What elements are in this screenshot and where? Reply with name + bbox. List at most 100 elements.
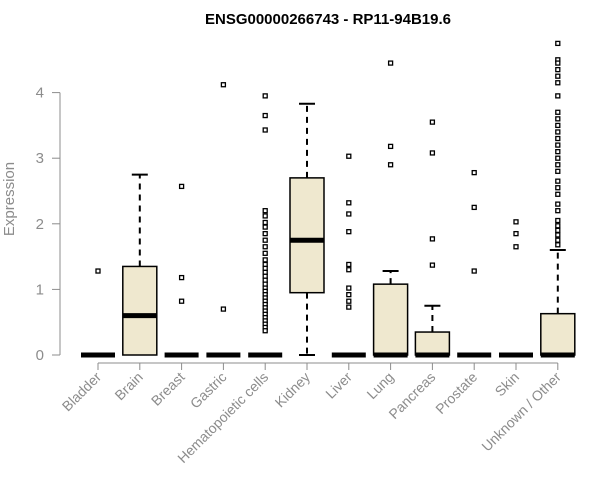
outlier-point <box>555 201 561 207</box>
box-group <box>248 93 283 358</box>
y-tick-label: 3 <box>36 150 44 167</box>
outlier-point <box>262 219 268 226</box>
outlier-point <box>555 227 561 234</box>
outlier-point <box>555 60 561 66</box>
box-group <box>414 119 451 358</box>
x-tick-label: Liver <box>322 369 355 402</box>
outlier-point <box>262 208 268 214</box>
box-iqr <box>122 265 158 356</box>
outlier-point <box>346 267 352 273</box>
outlier-point <box>262 127 268 133</box>
outlier-point <box>346 229 352 235</box>
plot-area <box>81 40 576 358</box>
outlier-point <box>346 153 352 159</box>
x-tick-label: Prostate <box>432 369 480 417</box>
outlier-point <box>555 122 561 129</box>
outlier-point <box>555 242 561 248</box>
box-group <box>122 173 158 356</box>
y-tick-label: 4 <box>36 85 44 102</box>
outlier-point <box>262 213 268 219</box>
y-axis: 0 1 2 3 4 <box>36 85 61 364</box>
outlier-point <box>429 262 436 268</box>
outlier-point <box>555 135 561 142</box>
outlier-point <box>346 211 352 217</box>
outlier-point <box>262 244 268 250</box>
y-tick-label: 1 <box>36 281 44 298</box>
outlier-point <box>178 298 185 304</box>
outlier-point <box>555 155 561 161</box>
outlier-point <box>555 80 561 86</box>
box-group <box>289 102 325 356</box>
outlier-point <box>178 183 185 190</box>
x-tick-label: Unknown / Other <box>478 369 564 455</box>
x-tick-label: Breast <box>148 369 188 409</box>
outlier-point <box>346 291 352 298</box>
outlier-point <box>555 73 561 79</box>
outlier-point <box>387 143 394 150</box>
outlier-point <box>513 219 519 225</box>
outlier-point <box>555 109 561 115</box>
outlier-point <box>220 306 227 312</box>
outlier-point <box>346 200 352 206</box>
outlier-point <box>555 168 561 174</box>
outlier-point <box>555 185 561 191</box>
outlier-point <box>262 230 268 237</box>
outlier-point <box>513 230 519 237</box>
outlier-point <box>555 116 561 122</box>
box-iqr <box>372 283 409 356</box>
outlier-point <box>471 169 477 176</box>
outlier-point <box>262 93 268 99</box>
outlier-point <box>220 82 227 88</box>
outlier-point <box>513 244 519 250</box>
outlier-point <box>387 162 394 168</box>
outlier-point <box>555 93 561 99</box>
box-iqr <box>289 177 325 294</box>
box-group <box>499 219 533 358</box>
outlier-point <box>555 40 561 47</box>
outlier-point <box>555 129 561 135</box>
outlier-point <box>262 257 268 263</box>
outlier-point <box>429 236 436 242</box>
outlier-point <box>555 217 561 224</box>
y-tick-label: 2 <box>36 216 44 233</box>
box-group <box>81 268 115 358</box>
x-tick-label: Kidney <box>272 369 314 411</box>
outlier-point <box>555 142 561 148</box>
outlier-point <box>555 208 561 214</box>
outlier-point <box>429 150 436 156</box>
box-iqr <box>540 312 576 356</box>
outlier-point <box>262 237 268 243</box>
outlier-point <box>555 237 561 243</box>
outlier-point <box>429 119 436 125</box>
outlier-point <box>555 178 561 184</box>
outlier-point <box>555 232 561 238</box>
outlier-point <box>346 261 352 268</box>
outlier-point <box>555 223 561 229</box>
outlier-point <box>346 285 352 291</box>
outlier-point <box>471 268 477 274</box>
outlier-point <box>178 274 185 281</box>
chart-title: ENSG00000266743 - RP11-94B19.6 <box>205 11 451 28</box>
x-tick-label: Lung <box>363 369 396 402</box>
box-group <box>331 153 366 358</box>
box-group <box>457 169 492 358</box>
outlier-point <box>555 191 561 197</box>
x-tick-label: Skin <box>492 369 523 400</box>
box-iqr <box>414 331 451 356</box>
box-group <box>540 40 576 358</box>
x-tick-label: Bladder <box>59 369 105 415</box>
outlier-point <box>262 224 268 230</box>
outlier-point <box>471 204 477 211</box>
outlier-point <box>555 162 561 168</box>
outlier-point <box>95 268 101 274</box>
outlier-point <box>262 112 268 119</box>
box-group <box>372 60 409 358</box>
y-axis-label: Expression <box>1 162 18 236</box>
box-group <box>164 183 199 358</box>
outlier-point <box>346 304 352 310</box>
outlier-point <box>387 60 394 66</box>
box-group <box>206 82 241 358</box>
outlier-point <box>346 298 352 304</box>
outlier-point <box>262 328 268 334</box>
